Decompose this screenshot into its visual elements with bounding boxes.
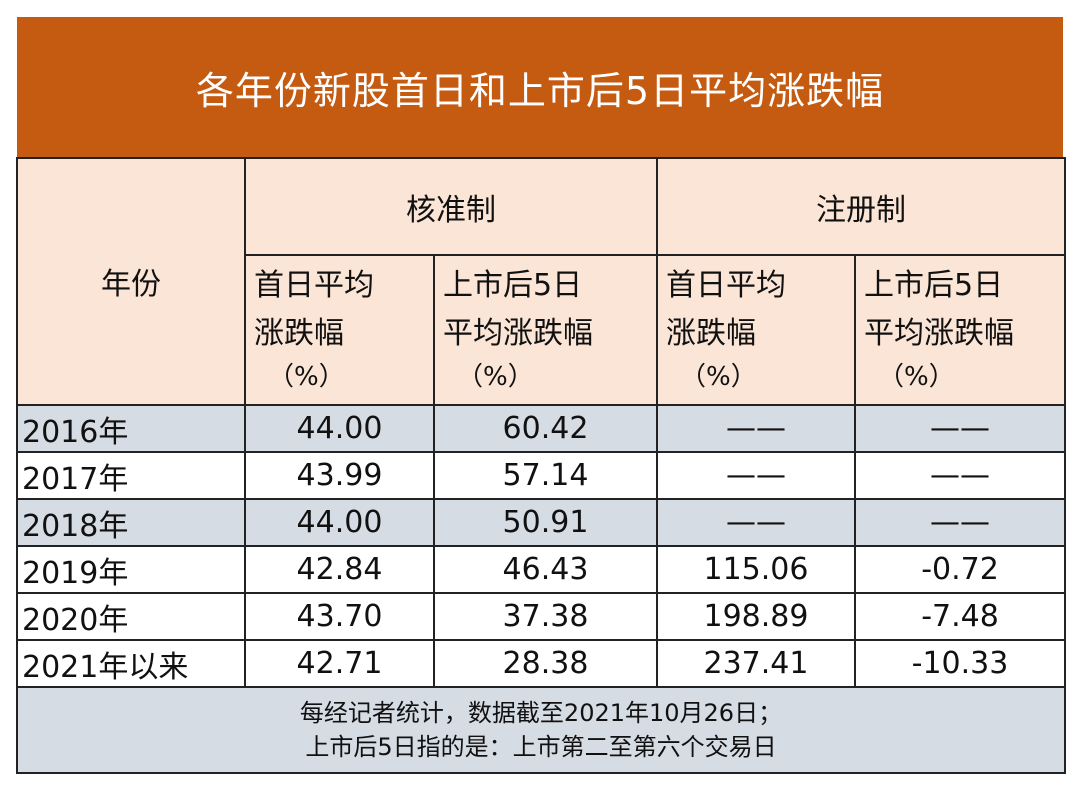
cell-value: 44.00 [244, 404, 435, 453]
cell-value: —— [854, 404, 1066, 453]
cell-value: 42.71 [244, 639, 435, 688]
footnote-line: 上市后5日指的是：上市第二至第六个交易日 [305, 733, 777, 761]
cell-value: 198.89 [656, 592, 856, 641]
cell-value: —— [854, 498, 1066, 547]
footnote: 每经记者统计，数据截至2021年10月26日； 上市后5日指的是：上市第二至第六个… [16, 686, 1066, 774]
header-row-groups: 年份 核准制 注册制 [16, 157, 1066, 406]
header-approval-five-day: 上市后5日平均涨跌幅 （%） [433, 254, 658, 406]
header-line: 上市后5日 [443, 268, 583, 303]
cell-value: 115.06 [656, 545, 856, 594]
table-row: 2021年以来 42.71 28.38 237.41 -10.33 [16, 639, 1066, 688]
cell-value: 37.38 [433, 592, 658, 641]
cell-year: 2019年 [16, 545, 246, 594]
cell-value: 43.70 [244, 592, 435, 641]
header-line: 涨跌幅 [666, 316, 756, 351]
header-unit: （%） [680, 362, 757, 392]
header-line: 上市后5日 [864, 268, 1004, 303]
header-line: 首日平均 [254, 268, 374, 303]
header-line: 平均涨跌幅 [443, 316, 593, 351]
cell-value: —— [656, 404, 856, 453]
header-registration-five-day: 上市后5日平均涨跌幅 （%） [854, 254, 1066, 406]
header-approval-first-day: 首日平均涨跌幅 （%） [244, 254, 435, 406]
cell-value: —— [854, 451, 1066, 500]
table-row: 2018年 44.00 50.91 —— —— [16, 498, 1066, 547]
header-approval-system: 核准制 [244, 157, 658, 256]
cell-year: 2016年 [16, 404, 246, 453]
header-line: 首日平均 [666, 268, 786, 303]
header-unit: （%） [268, 362, 345, 392]
cell-year: 2017年 [16, 451, 246, 500]
cell-value: 43.99 [244, 451, 435, 500]
table-row: 2016年 44.00 60.42 —— —— [16, 404, 1066, 453]
cell-value: -0.72 [854, 545, 1066, 594]
footer-row: 每经记者统计，数据截至2021年10月26日； 上市后5日指的是：上市第二至第六个… [16, 686, 1066, 774]
header-line: 涨跌幅 [254, 316, 344, 351]
cell-value: 60.42 [433, 404, 658, 453]
table-row: 2019年 42.84 46.43 115.06 -0.72 [16, 545, 1066, 594]
header-line: 平均涨跌幅 [864, 316, 1014, 351]
table-title: 各年份新股首日和上市后5日平均涨跌幅 [17, 17, 1063, 157]
cell-value: 46.43 [433, 545, 658, 594]
header-registration-system: 注册制 [656, 157, 1066, 256]
cell-value: 237.41 [656, 639, 856, 688]
footnote-line: 每经记者统计，数据截至2021年10月26日； [299, 699, 783, 727]
cell-year: 2018年 [16, 498, 246, 547]
cell-year: 2020年 [16, 592, 246, 641]
header-unit: （%） [878, 362, 955, 392]
header-unit: （%） [457, 362, 534, 392]
table-row: 2020年 43.70 37.38 198.89 -7.48 [16, 592, 1066, 641]
cell-value: —— [656, 451, 856, 500]
cell-year: 2021年以来 [16, 639, 246, 688]
cell-value: -7.48 [854, 592, 1066, 641]
table-row: 2017年 43.99 57.14 —— —— [16, 451, 1066, 500]
header-registration-first-day: 首日平均涨跌幅 （%） [656, 254, 856, 406]
cell-value: —— [656, 498, 856, 547]
ipo-returns-table: 年份 核准制 注册制 首日平均涨跌幅 （%） 上市后5日平均涨跌幅 （%） 首日平均… [16, 157, 1066, 774]
cell-value: 57.14 [433, 451, 658, 500]
header-year: 年份 [16, 157, 246, 406]
cell-value: 42.84 [244, 545, 435, 594]
cell-value: 44.00 [244, 498, 435, 547]
cell-value: 50.91 [433, 498, 658, 547]
header-row-columns: 首日平均涨跌幅 （%） 上市后5日平均涨跌幅 （%） 首日平均涨跌幅 （%） 上市后5… [17, 254, 1066, 406]
cell-value: 28.38 [433, 639, 658, 688]
cell-value: -10.33 [854, 639, 1066, 688]
